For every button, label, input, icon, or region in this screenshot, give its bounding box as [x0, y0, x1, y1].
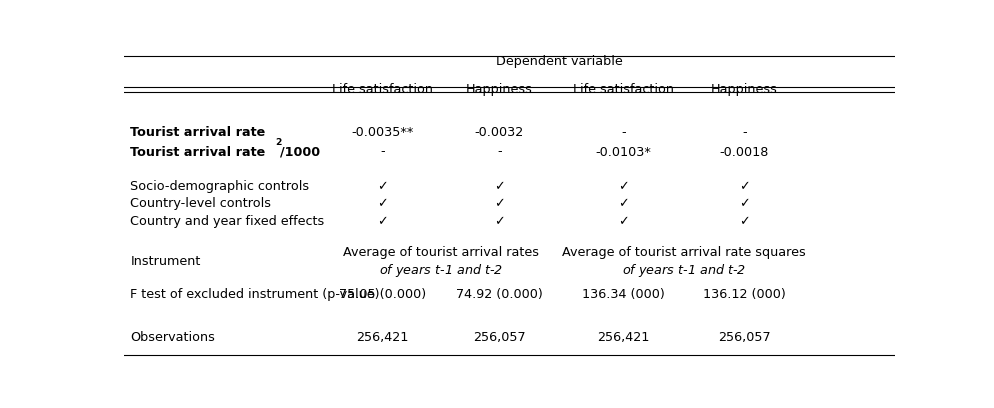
Text: -: - [743, 126, 746, 139]
Text: Life satisfaction: Life satisfaction [573, 83, 674, 96]
Text: ✓: ✓ [618, 215, 629, 228]
Text: ✓: ✓ [740, 197, 749, 211]
Text: Instrument: Instrument [130, 255, 201, 268]
Text: Life satisfaction: Life satisfaction [332, 83, 432, 96]
Text: 256,057: 256,057 [718, 331, 770, 344]
Text: -0.0103*: -0.0103* [595, 146, 651, 158]
Text: Dependent variable: Dependent variable [496, 55, 623, 68]
Text: ✓: ✓ [377, 180, 388, 193]
Text: Country-level controls: Country-level controls [130, 197, 271, 211]
Text: Observations: Observations [130, 331, 216, 344]
Text: -0.0018: -0.0018 [720, 146, 769, 158]
Text: Socio-demographic controls: Socio-demographic controls [130, 180, 309, 193]
Text: -0.0035**: -0.0035** [351, 126, 414, 139]
Text: Tourist arrival rate: Tourist arrival rate [130, 126, 265, 139]
Text: 75.05 (0.000): 75.05 (0.000) [339, 288, 425, 301]
Text: 256,421: 256,421 [356, 331, 409, 344]
Text: Average of tourist arrival rates: Average of tourist arrival rates [343, 246, 539, 259]
Text: Country and year fixed effects: Country and year fixed effects [130, 215, 325, 228]
Text: 256,057: 256,057 [473, 331, 526, 344]
Text: 74.92 (0.000): 74.92 (0.000) [456, 288, 543, 301]
Text: ✓: ✓ [494, 215, 505, 228]
Text: 256,421: 256,421 [597, 331, 650, 344]
Text: ✓: ✓ [618, 197, 629, 211]
Text: ✓: ✓ [740, 215, 749, 228]
Text: 2: 2 [275, 138, 281, 147]
Text: ✓: ✓ [377, 197, 388, 211]
Text: -: - [380, 146, 385, 158]
Text: of years $t$-1 and $t$-2: of years $t$-1 and $t$-2 [622, 262, 746, 279]
Text: -: - [497, 146, 502, 158]
Text: of years $t$-1 and $t$-2: of years $t$-1 and $t$-2 [379, 262, 503, 279]
Text: ✓: ✓ [618, 180, 629, 193]
Text: ✓: ✓ [740, 180, 749, 193]
Text: 136.34 (000): 136.34 (000) [582, 288, 665, 301]
Text: F test of excluded instrument (p-value): F test of excluded instrument (p-value) [130, 288, 380, 301]
Text: ✓: ✓ [377, 215, 388, 228]
Text: Tourist arrival rate: Tourist arrival rate [130, 146, 265, 158]
Text: Happiness: Happiness [711, 83, 778, 96]
Text: 136.12 (000): 136.12 (000) [703, 288, 785, 301]
Text: ✓: ✓ [494, 180, 505, 193]
Text: Happiness: Happiness [466, 83, 533, 96]
Text: Average of tourist arrival rate squares: Average of tourist arrival rate squares [563, 246, 806, 259]
Text: /1000: /1000 [280, 146, 320, 158]
Text: -: - [621, 126, 626, 139]
Text: ✓: ✓ [494, 197, 505, 211]
Text: -0.0032: -0.0032 [475, 126, 524, 139]
